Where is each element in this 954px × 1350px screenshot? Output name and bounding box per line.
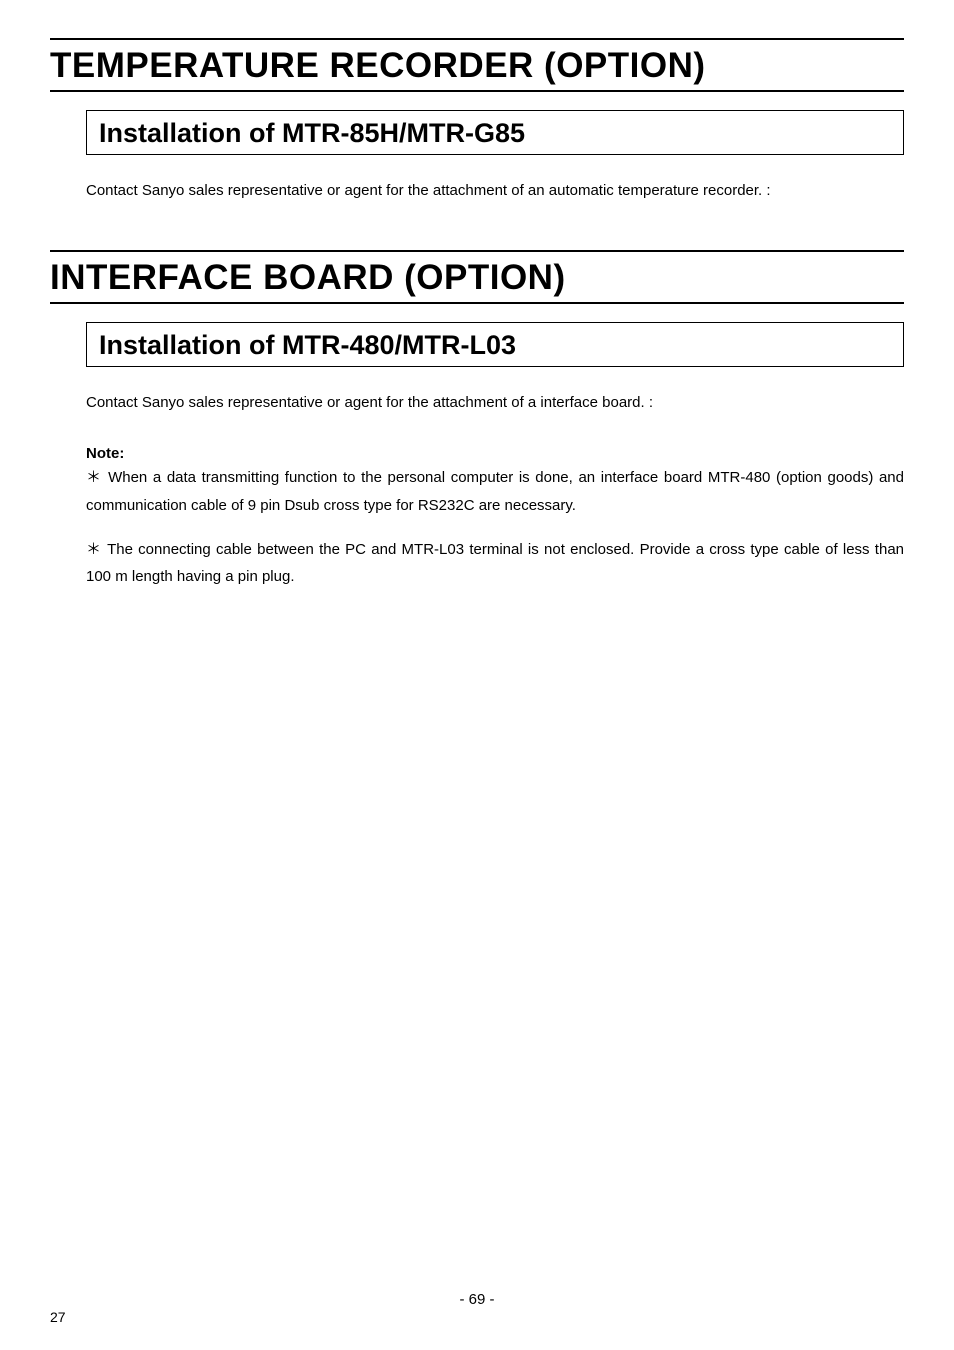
note2-text: ＊ The connecting cable between the PC an… [86,536,904,592]
section-gap [50,234,904,250]
section1-subheading-box: Installation of MTR-85H/MTR-G85 [86,110,904,155]
section2-body: Contact Sanyo sales representative or ag… [86,389,904,418]
page-number-center: - 69 - [0,1291,954,1308]
section1-heading: TEMPERATURE RECORDER (OPTION) [50,38,904,92]
note-label: Note: [86,445,904,462]
page-number-left: 27 [50,1309,66,1325]
section1-subheading: Installation of MTR-85H/MTR-G85 [99,118,891,149]
section2-subheading-box: Installation of MTR-480/MTR-L03 [86,322,904,367]
section2-heading: INTERFACE BOARD (OPTION) [50,250,904,304]
section1-body: Contact Sanyo sales representative or ag… [86,177,904,206]
note1-text: ＊ When a data transmitting function to t… [86,464,904,520]
section2-subheading: Installation of MTR-480/MTR-L03 [99,330,891,361]
